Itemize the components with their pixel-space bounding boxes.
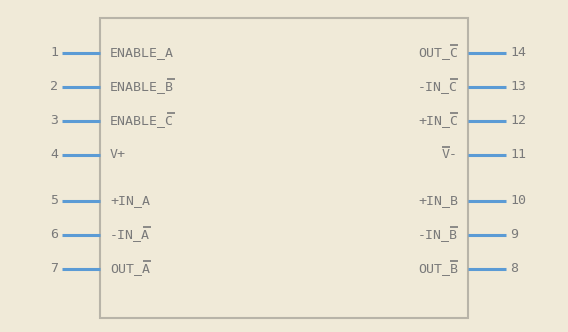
- Text: ENABLE_A: ENABLE_A: [110, 46, 174, 59]
- Text: ENABLE_B: ENABLE_B: [110, 80, 174, 94]
- Text: +IN_C: +IN_C: [418, 115, 458, 127]
- Text: 9: 9: [510, 228, 518, 241]
- Text: 4: 4: [50, 148, 58, 161]
- Text: V-: V-: [442, 148, 458, 161]
- Text: 5: 5: [50, 195, 58, 208]
- Polygon shape: [100, 18, 468, 318]
- Text: +IN_A: +IN_A: [110, 195, 150, 208]
- Text: 14: 14: [510, 46, 526, 59]
- Text: 12: 12: [510, 115, 526, 127]
- Text: 10: 10: [510, 195, 526, 208]
- Text: OUT_B: OUT_B: [418, 263, 458, 276]
- Text: 8: 8: [510, 263, 518, 276]
- Text: +IN_B: +IN_B: [418, 195, 458, 208]
- Text: OUT_A: OUT_A: [110, 263, 150, 276]
- Text: -IN_B: -IN_B: [418, 228, 458, 241]
- Text: 1: 1: [50, 46, 58, 59]
- Text: 2: 2: [50, 80, 58, 94]
- Text: 13: 13: [510, 80, 526, 94]
- Text: 7: 7: [50, 263, 58, 276]
- Text: 6: 6: [50, 228, 58, 241]
- Text: V+: V+: [110, 148, 126, 161]
- Text: 11: 11: [510, 148, 526, 161]
- Text: OUT_C: OUT_C: [418, 46, 458, 59]
- Text: ENABLE_C: ENABLE_C: [110, 115, 174, 127]
- Text: -IN_C: -IN_C: [418, 80, 458, 94]
- Text: -IN_A: -IN_A: [110, 228, 150, 241]
- Text: 3: 3: [50, 115, 58, 127]
